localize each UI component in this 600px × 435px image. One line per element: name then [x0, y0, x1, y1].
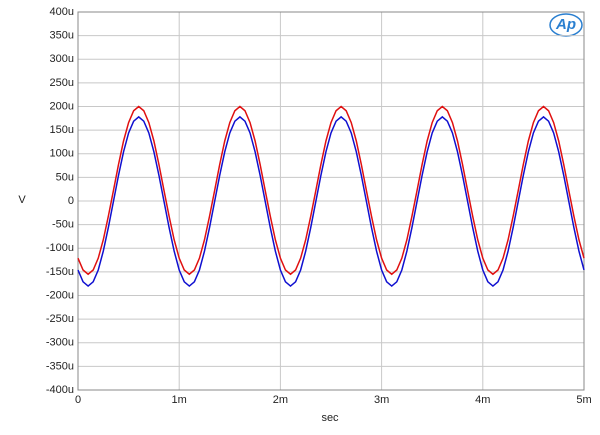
series-line: [77, 115, 585, 288]
logo: Ap: [555, 16, 576, 33]
x-tick-label: 2m: [273, 394, 288, 406]
y-tick-label: 350u: [50, 30, 74, 42]
plot-frame: [77, 11, 585, 391]
y-tick-label: -150u: [46, 266, 74, 278]
y-tick-label: -200u: [46, 289, 74, 301]
y-tick-label: 150u: [50, 124, 74, 136]
x-tick-label: 5m: [576, 394, 591, 406]
y-tick-label: 50u: [56, 171, 74, 183]
y-tick-label: -100u: [46, 242, 74, 254]
y-tick-label: 400u: [50, 6, 74, 18]
y-tick-label: 0: [68, 195, 74, 207]
y-tick-label: -400u: [46, 384, 74, 396]
x-tick-label: 1m: [172, 394, 187, 406]
y-tick-label: 100u: [50, 148, 74, 160]
y-tick-label: 250u: [50, 77, 74, 89]
y-tick-label: -350u: [46, 360, 74, 372]
y-tick-label: 200u: [50, 100, 74, 112]
x-tick-label: 4m: [475, 394, 490, 406]
y-tick-label: -300u: [46, 337, 74, 349]
x-tick-label: 3m: [374, 394, 389, 406]
y-tick-label: 300u: [50, 53, 74, 65]
y-tick-label: -50u: [52, 219, 74, 231]
y-tick-label: -250u: [46, 313, 74, 325]
x-axis-label: sec: [321, 412, 339, 424]
y-axis-label: V: [18, 194, 26, 206]
x-tick-label: 0: [75, 394, 81, 406]
series-line: [77, 105, 585, 276]
